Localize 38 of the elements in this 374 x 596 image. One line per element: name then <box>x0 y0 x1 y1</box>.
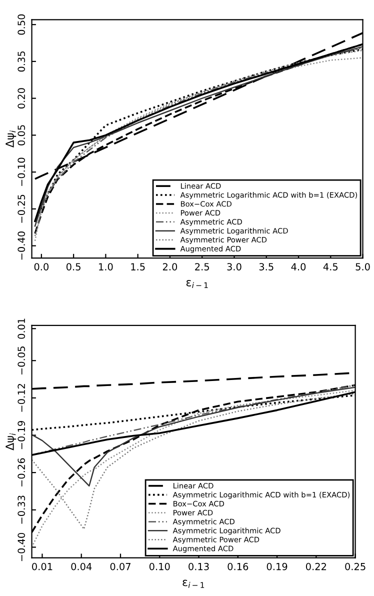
y-axis-title: Δψ$_{i}$ <box>6 433 16 450</box>
x-tick-label: 0.13 <box>188 562 209 570</box>
y-tick-label: −0.12 <box>18 384 26 412</box>
y-tick-label: 0.01 <box>18 318 26 339</box>
x-tick-label: 2.0 <box>162 263 178 270</box>
x-tick-label: 0.22 <box>306 562 326 570</box>
x-tick-label: 2.5 <box>195 263 209 270</box>
x-tick-label: 0.0 <box>34 263 49 270</box>
x-tick-label: 0.04 <box>71 562 92 570</box>
y-tick-label: 0.20 <box>18 88 26 108</box>
x-tick-label: 5.0 <box>356 263 370 270</box>
y-tick-label: −0.19 <box>18 421 26 450</box>
x-tick-label: 0.25 <box>345 562 366 570</box>
y-tick-label: −0.25 <box>18 194 26 223</box>
y-axis-title: Δψ$_{i}$ <box>6 130 16 148</box>
x-tick-label: 0.19 <box>266 562 288 570</box>
x-tick-label: 4.0 <box>291 263 306 270</box>
x-tick-label: 0.16 <box>228 562 248 570</box>
x-tick-label: 0.01 <box>32 562 52 570</box>
x-tick-label: 1.0 <box>99 263 113 270</box>
x-tick-label: 4.5 <box>323 263 338 270</box>
x-tick-label: 3.0 <box>227 263 242 270</box>
y-tick-label: −0.33 <box>18 496 26 524</box>
x-tick-label: 0.5 <box>66 263 80 270</box>
y-tick-label: −0.05 <box>18 346 26 374</box>
y-tick-label: −0.10 <box>18 158 26 186</box>
y-tick-label: 0.35 <box>18 51 26 72</box>
x-tick-label: 0.10 <box>149 562 170 570</box>
x-axis-title: ε$_{i−1}$ <box>182 580 204 588</box>
y-tick-label: −0.40 <box>18 532 26 562</box>
x-tick-label: 1.5 <box>131 263 145 270</box>
y-tick-label: 0.05 <box>18 125 26 146</box>
y-tick-label: −0.26 <box>18 458 26 486</box>
y-tick-label: 0.50 <box>18 14 26 35</box>
x-axis-title: ε$_{i−1}$ <box>186 280 208 288</box>
y-tick-label: −0.40 <box>18 232 26 260</box>
x-tick-label: 0.07 <box>110 562 130 570</box>
x-tick-label: 3.5 <box>259 263 274 270</box>
